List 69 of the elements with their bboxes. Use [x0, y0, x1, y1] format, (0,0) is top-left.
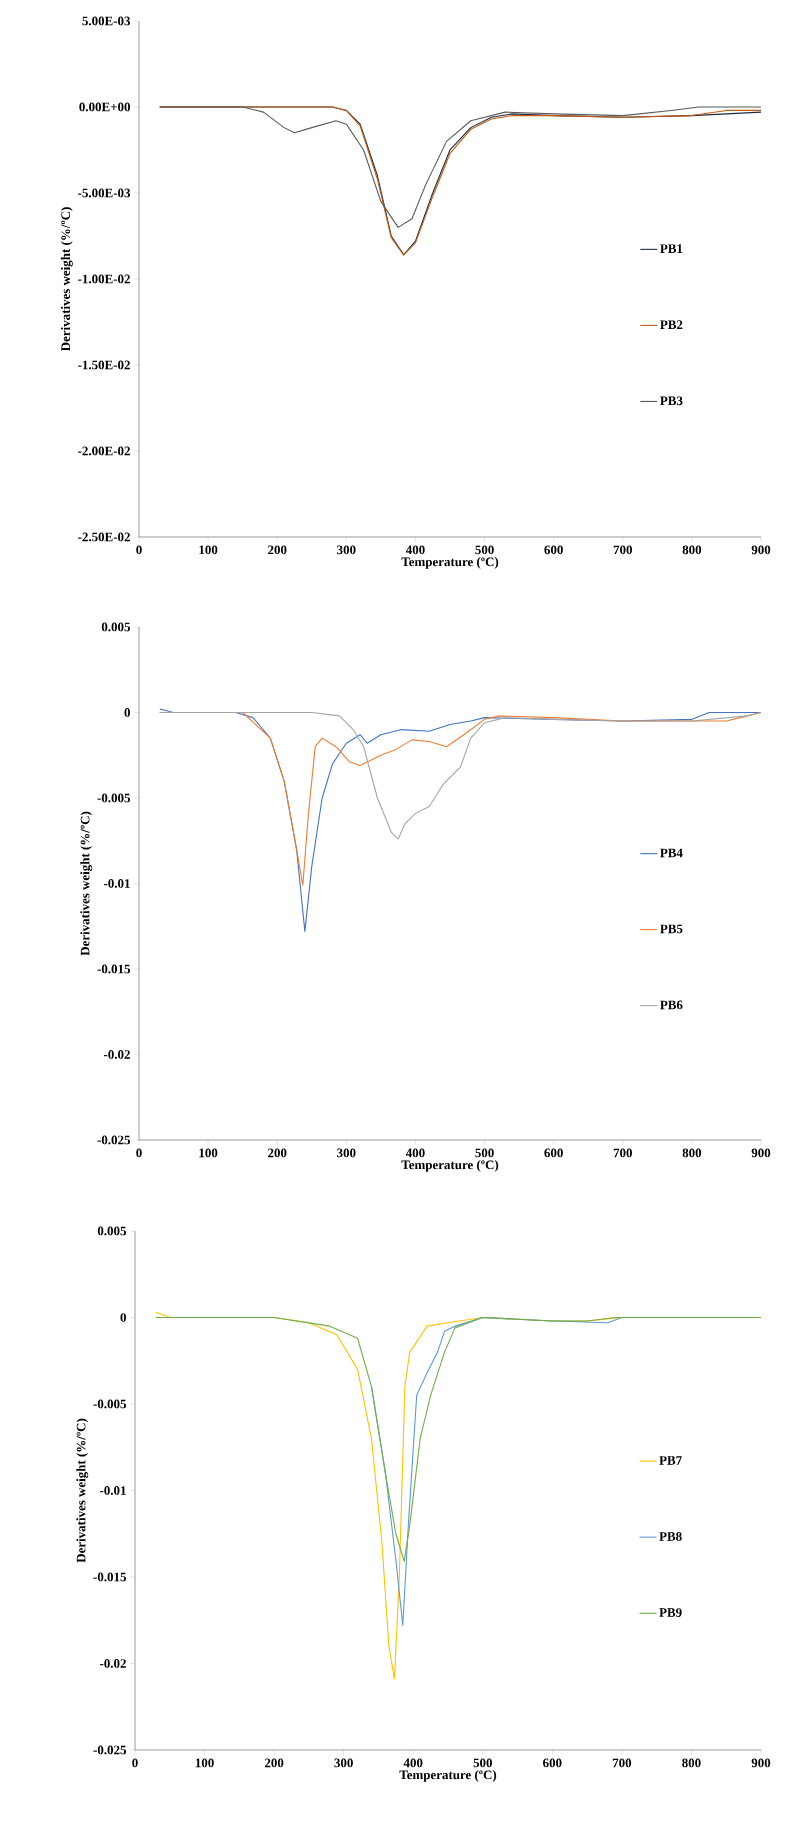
y-tick-label: -0.01: [99, 1486, 126, 1495]
x-axis-title: Temperature (ºC): [401, 1160, 499, 1172]
legend-label: PB4: [660, 848, 683, 858]
x-tick-label: 300: [337, 545, 356, 555]
y-tick-label: -2.00E-02: [78, 446, 130, 456]
x-tick-label: 700: [613, 1148, 632, 1158]
x-tick-label: 400: [403, 1758, 423, 1768]
x-tick-label: 500: [473, 1758, 492, 1768]
legend-label: PB8: [659, 1532, 682, 1541]
legend-label: PB9: [659, 1608, 682, 1617]
y-axis-title: Derivatives weight (%/ºC): [76, 1418, 89, 1563]
x-axis-title: Temperature (ºC): [399, 1770, 497, 1782]
legend-label: PB5: [660, 924, 683, 934]
x-tick-label: 0: [136, 1148, 142, 1158]
y-tick-label: 0: [124, 708, 130, 717]
x-tick-label: 200: [264, 1758, 284, 1768]
x-tick-label: 700: [613, 545, 632, 555]
y-tick-label: 5.00E-03: [82, 16, 131, 26]
x-tick-label: 700: [612, 1758, 632, 1768]
y-tick-label: -1.50E-02: [78, 360, 130, 370]
x-tick-label: 0: [132, 1758, 138, 1768]
x-tick-label: 900: [751, 1148, 771, 1158]
y-tick-label: -0.01: [103, 879, 130, 888]
line-series: [159, 106, 761, 228]
y-tick-label: -0.025: [93, 1745, 126, 1755]
y-tick-label: -2.50E-02: [78, 532, 130, 542]
y-tick-label: -1.00E-02: [78, 274, 130, 284]
y-tick-label: -0.005: [93, 1399, 126, 1409]
y-tick-label: 0.005: [101, 622, 130, 632]
x-tick-label: 500: [475, 1148, 494, 1158]
x-tick-label: 100: [195, 1758, 214, 1768]
y-tick-label: -0.015: [93, 1572, 126, 1582]
y-tick-label: 0.005: [97, 1226, 126, 1236]
x-tick-label: 0: [136, 545, 142, 555]
line-series: [155, 1316, 761, 1562]
x-tick-label: 400: [405, 1148, 425, 1158]
x-tick-label: 800: [682, 545, 702, 555]
x-tick-label: 500: [475, 545, 494, 555]
legend-label: PB2: [660, 320, 683, 329]
y-tick-label: -0.015: [97, 964, 130, 974]
x-tick-label: 600: [544, 545, 563, 555]
y-tick-label: -0.025: [97, 1135, 130, 1145]
x-tick-label: 600: [544, 1148, 563, 1158]
x-tick-label: 200: [268, 545, 287, 555]
x-tick-label: 300: [337, 1148, 356, 1158]
y-axis-title: Derivatives weight (%/ºC): [80, 811, 93, 956]
legend-label: PB6: [660, 1000, 683, 1010]
x-tick-label: 100: [199, 545, 218, 555]
y-tick-label: -0.005: [97, 793, 130, 803]
y-tick-label: -0.02: [99, 1659, 126, 1668]
y-tick-label: 0: [120, 1313, 126, 1322]
legend-label: PB3: [660, 396, 683, 406]
x-tick-label: 800: [682, 1758, 701, 1768]
x-tick-label: 800: [682, 1148, 702, 1158]
y-tick-label: -0.02: [103, 1050, 130, 1059]
y-tick-label: 0.00E+00: [79, 102, 130, 112]
x-axis-title: Temperature (ºC): [401, 557, 499, 569]
y-tick-label: -5.00E-03: [78, 188, 131, 198]
x-tick-label: 100: [199, 1148, 218, 1158]
x-tick-label: 900: [751, 545, 771, 555]
legend-label: PB7: [659, 1456, 682, 1465]
x-tick-label: 200: [268, 1148, 287, 1158]
x-tick-label: 400: [405, 545, 425, 555]
y-axis-title: Derivatives weight (%/ºC): [60, 207, 73, 352]
x-tick-label: 600: [543, 1758, 562, 1768]
line-series: [159, 711, 761, 840]
x-tick-label: 900: [751, 1758, 771, 1768]
x-tick-label: 300: [334, 1758, 353, 1768]
legend-label: PB1: [660, 244, 683, 253]
